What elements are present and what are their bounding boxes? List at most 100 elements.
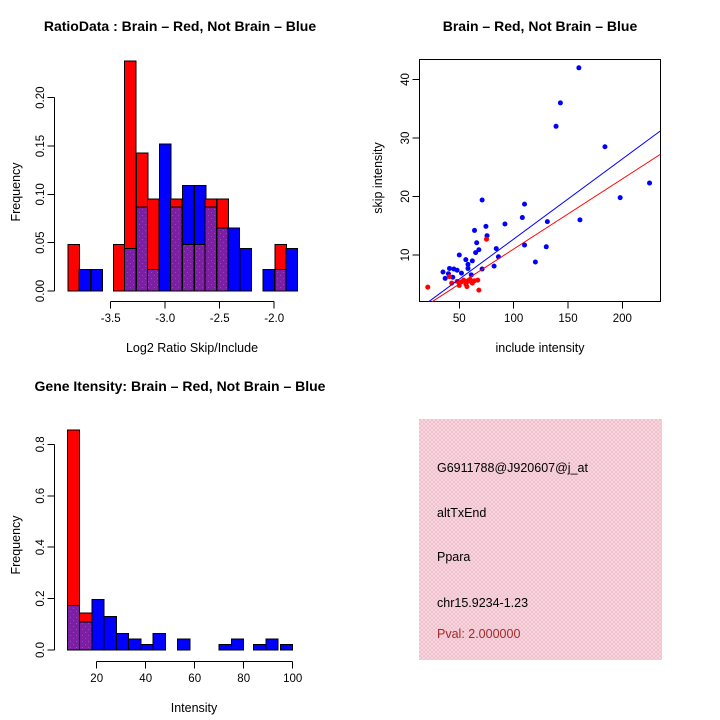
histogram-bar <box>279 643 294 651</box>
blue-point <box>532 259 538 265</box>
histogram-bar <box>128 638 142 651</box>
tick-label: 0.20 <box>35 87 47 109</box>
histogram-overlap-bar <box>204 206 218 292</box>
tick-label: 100 <box>504 313 523 325</box>
gene-intensity-histogram-panel: 0.0 0.2 0.4 0.6 0.8 20 40 60 80 100 <box>35 429 302 685</box>
hist2-bars <box>66 429 294 651</box>
location-text: chr15.9234-1.23 <box>437 596 529 610</box>
tick-label: 40 <box>400 73 412 86</box>
histogram-bar <box>113 244 126 292</box>
tick-label: -2.5 <box>210 313 230 325</box>
gene-histogram-ylabel: Frequency <box>9 515 23 575</box>
histogram-bar <box>103 616 117 651</box>
blue-point <box>543 244 549 250</box>
blue-point <box>557 100 563 106</box>
histogram-overlap-bar <box>146 269 160 292</box>
ratio-histogram-xlabel: Log2 Ratio Skip/Include <box>125 341 259 355</box>
scatter-points <box>425 65 653 293</box>
blue-point <box>447 265 453 271</box>
histogram-bar <box>152 632 166 651</box>
histogram-overlap-bar <box>181 244 195 292</box>
histogram-overlap-bar <box>274 269 287 292</box>
scatter-ylabel: skip intensity <box>371 142 385 214</box>
blue-point <box>617 195 623 201</box>
tick-label: 0.0 <box>35 642 47 658</box>
blue-point <box>602 144 608 150</box>
red-point <box>447 274 453 280</box>
tick-label: 0.10 <box>35 183 47 205</box>
histogram-bar <box>90 269 103 292</box>
ratio-histogram-panel: 0.00 0.05 0.10 0.15 0.20 -3.5 -3.0 -2.5 -2.0 <box>35 60 298 325</box>
event-type-text: altTxEnd <box>437 506 487 520</box>
blue-point <box>577 217 583 223</box>
tick-label: 0.4 <box>35 539 47 556</box>
tick-label: 200 <box>613 313 632 325</box>
blue-point <box>472 227 478 233</box>
tick-label: 100 <box>283 673 302 685</box>
hist1-bars <box>67 60 298 292</box>
ratio-histogram-title: RatioData : Brain – Red, Not Brain – Blu… <box>43 18 317 34</box>
tick-label: 0.05 <box>35 231 47 253</box>
tick-label: 0.6 <box>35 488 47 504</box>
blue-point <box>544 219 550 225</box>
histogram-bar <box>67 244 80 292</box>
histogram-overlap-bar <box>136 206 149 292</box>
histogram-bar <box>140 643 154 651</box>
blue-point <box>463 257 469 263</box>
histogram-bar <box>78 269 91 292</box>
histogram-bar <box>285 247 298 292</box>
blue-point <box>474 240 480 246</box>
blue-point <box>458 270 464 276</box>
blue-point <box>456 252 462 258</box>
tick-label: 0.00 <box>35 280 47 302</box>
blue-point <box>451 266 457 272</box>
gene-name-text: Ppara <box>437 550 471 564</box>
histogram-bar <box>253 643 267 651</box>
histogram-overlap-bar <box>79 621 93 651</box>
red-point <box>475 277 481 283</box>
tick-label: 20 <box>90 673 103 685</box>
probe-id-text: G6911788@J920607@j_at <box>437 461 588 475</box>
blue-point <box>491 263 497 269</box>
red-point <box>464 284 470 290</box>
blue-point <box>519 215 525 221</box>
histogram-bar <box>115 632 130 651</box>
blue-point <box>553 123 559 129</box>
histogram-bar <box>91 599 105 651</box>
tick-label: 0.2 <box>35 591 47 607</box>
blue-point <box>442 275 448 281</box>
tick-label: 30 <box>400 132 412 145</box>
histogram-bar <box>230 638 245 651</box>
tick-label: 0.15 <box>35 135 47 157</box>
tick-label: -3.5 <box>101 313 121 325</box>
tick-label: -3.0 <box>155 313 175 325</box>
histogram-bar <box>158 143 172 292</box>
gene-histogram-xlabel: Intensity <box>170 701 218 715</box>
blue-point <box>469 258 475 264</box>
histogram-bar <box>177 638 191 651</box>
blue-point <box>493 246 499 252</box>
blue-point <box>647 180 653 186</box>
blue-point <box>476 247 482 253</box>
red-point <box>461 277 467 283</box>
histogram-bar <box>218 643 232 651</box>
blue-point <box>479 197 485 203</box>
histogram-overlap-bar <box>193 244 207 292</box>
tick-label: 50 <box>453 313 466 325</box>
pval-text: Pval: 2.000000 <box>437 627 521 641</box>
blue-point <box>483 223 489 229</box>
blue-point <box>465 265 471 271</box>
tick-label: 80 <box>237 673 250 685</box>
blue-point <box>502 221 508 227</box>
blue-point <box>576 65 582 71</box>
blue-point <box>473 250 479 256</box>
scatter-xlabel: include intensity <box>495 341 585 355</box>
blue-point <box>440 269 446 275</box>
gene-info-panel: G6911788@J920607@j_at altTxEnd Ppara chr… <box>419 419 662 660</box>
histogram-bar <box>265 638 279 651</box>
blue-point <box>522 242 528 248</box>
red-point <box>425 284 431 290</box>
histogram-bar <box>239 247 253 292</box>
